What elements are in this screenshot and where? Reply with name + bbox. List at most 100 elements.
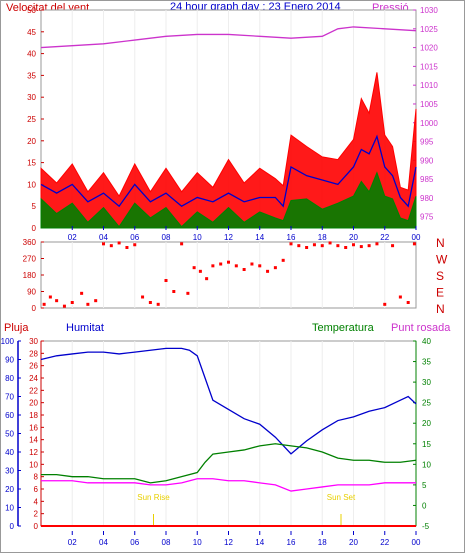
humidity-tick-label: 60	[5, 411, 14, 420]
direction-tick-label: 360	[23, 238, 37, 247]
time-tick-label: 04	[99, 233, 108, 242]
time-axis-top: 02 04 06 08 10 12 14 16 18 20 22 00	[68, 226, 421, 242]
rain-tick-label: 24	[29, 374, 38, 383]
compass-label: N	[436, 302, 445, 316]
direction-point	[234, 264, 238, 268]
direction-point	[94, 299, 98, 303]
pressure-tick-label: 985	[420, 175, 434, 184]
time-tick-label: 16	[287, 538, 296, 547]
direction-point	[297, 244, 301, 248]
time-tick-label: 08	[162, 538, 171, 547]
temperature-tick-label: 40	[422, 337, 431, 346]
rain-label: Pluja	[4, 322, 29, 334]
pressure-tick-label: 1030	[420, 6, 438, 15]
direction-point	[227, 260, 230, 264]
direction-point	[312, 243, 316, 247]
humidity-tick-label: 30	[5, 467, 14, 476]
dewpoint-label: Punt rosada	[391, 322, 451, 334]
direction-point	[198, 269, 202, 273]
rain-tick-label: 10	[29, 460, 38, 469]
time-tick-label: 08	[162, 233, 171, 242]
time-tick-label: 20	[349, 233, 358, 242]
rain-tick-label: 4	[34, 497, 39, 506]
direction-tick-label: 180	[23, 271, 37, 280]
compass-label: S	[436, 269, 444, 283]
time-tick-label: 10	[193, 233, 202, 242]
time-tick-label: 02	[68, 233, 77, 242]
rain-tick-label: 20	[29, 399, 38, 408]
direction-point	[62, 304, 66, 308]
direction-point	[250, 262, 254, 266]
direction-point	[117, 241, 121, 245]
series-dewpoint-line	[41, 478, 416, 492]
time-tick-label: 06	[130, 233, 139, 242]
series-pressure-line	[40, 26, 417, 49]
wind-tick-label: 35	[27, 71, 36, 80]
rain-tick-label: 18	[29, 411, 38, 420]
direction-point	[172, 290, 176, 293]
direction-point	[320, 244, 324, 248]
time-tick-label: 22	[380, 538, 389, 547]
compass-label: E	[436, 286, 444, 300]
direction-point	[180, 242, 184, 246]
temperature-axis: -5 0 5 10 15 20 25 30 35 40	[413, 337, 431, 531]
time-tick-label: 10	[193, 538, 202, 547]
series-humidity-line	[40, 347, 417, 455]
direction-point	[281, 258, 285, 262]
series-average-line	[40, 134, 417, 208]
temperature-tick-label: 35	[422, 358, 431, 367]
direction-tick-label: 90	[27, 288, 36, 297]
direction-point	[352, 243, 355, 247]
direction-point	[406, 301, 410, 304]
wind-tick-label: 50	[27, 6, 36, 15]
direction-point	[359, 245, 363, 249]
direction-point	[70, 301, 74, 304]
sun-marker-label: Sun Set	[327, 493, 356, 502]
temperature-tick-label: 10	[422, 460, 431, 469]
time-tick-label: 18	[318, 233, 327, 242]
humidity-tick-label: 40	[5, 448, 14, 457]
direction-point	[186, 291, 190, 295]
direction-point	[156, 302, 160, 306]
rain-tick-label: 14	[29, 436, 38, 445]
temperature-tick-label: 15	[422, 440, 431, 449]
rain-tick-label: 2	[34, 510, 39, 519]
pressure-tick-label: 1005	[420, 100, 438, 109]
direction-point	[367, 244, 371, 248]
direction-point	[211, 264, 215, 268]
direction-point	[375, 242, 379, 246]
wind-series	[40, 26, 417, 229]
pressure-axis: 975 980 985 990 995 1000 1005 1010 1015 1020 1025 1…	[413, 6, 438, 222]
humidity-grid	[71, 341, 386, 526]
direction-point	[164, 279, 168, 282]
direction-point	[86, 302, 90, 306]
rain-tick-label: 8	[34, 473, 39, 482]
direction-tick-label: 0	[32, 304, 37, 313]
rain-tick-label: 12	[29, 448, 38, 457]
time-axis-bottom: 02 04 06 08 10 12 14 16 18 20 22 00	[68, 531, 421, 547]
sun-marker-label: Sun Rise	[137, 493, 170, 502]
wind-tick-label: 5	[32, 202, 37, 211]
series-minimum-area	[40, 171, 417, 229]
wind-tick-label: 25	[27, 115, 36, 124]
wind-tick-label: 20	[27, 137, 36, 146]
direction-point	[344, 246, 348, 249]
direction-point	[336, 244, 340, 248]
series-gust-area	[40, 72, 417, 229]
time-tick-label: 14	[255, 233, 264, 242]
humidity-tick-label: 50	[5, 430, 14, 439]
direction-point	[328, 241, 332, 245]
direction-point	[242, 268, 246, 271]
pressure-tick-label: 975	[420, 213, 434, 222]
direction-point	[192, 266, 196, 270]
wind-tick-label: 40	[27, 50, 36, 59]
direction-point	[289, 242, 293, 246]
time-tick-label: 12	[224, 538, 233, 547]
wind-tick-label: 45	[27, 28, 36, 37]
direction-tick-label: 270	[23, 255, 37, 264]
sun-markers: Sun Rise Sun Set	[137, 493, 356, 526]
